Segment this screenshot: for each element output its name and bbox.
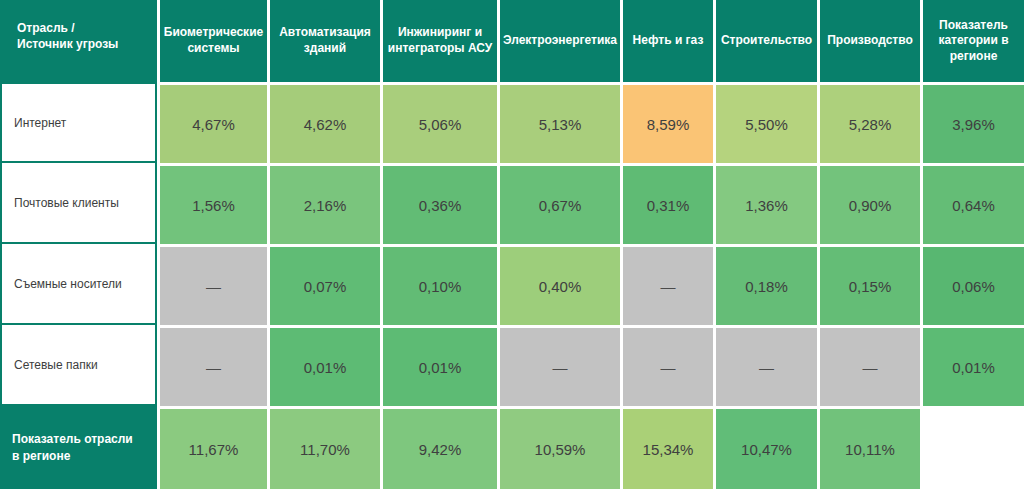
- column-header: Показатель категории в регионе: [923, 0, 1024, 82]
- value-cell: 0,07%: [270, 247, 380, 325]
- column-header: Электроэнергетика: [500, 0, 620, 82]
- value-cell: 0,15%: [820, 247, 920, 325]
- column-header: Строительство: [716, 0, 817, 82]
- row-header-column: Отрасль / Источник угрозы ИнтернетПочтов…: [0, 0, 157, 489]
- data-grid: Биометрические системыАвтоматизация здан…: [160, 0, 1024, 489]
- value-cell: 8,59%: [623, 85, 713, 163]
- no-data-cell: —: [160, 247, 267, 325]
- footer-value-cell: 10,11%: [820, 409, 920, 489]
- value-cell: 0,01%: [923, 328, 1024, 406]
- value-cell: 0,06%: [923, 247, 1024, 325]
- heatmap-table: Отрасль / Источник угрозы ИнтернетПочтов…: [0, 0, 1024, 489]
- value-cell: 0,31%: [623, 166, 713, 244]
- footer-value-cell: 10,47%: [716, 409, 817, 489]
- value-cell: 5,28%: [820, 85, 920, 163]
- value-cell: 0,01%: [383, 328, 497, 406]
- footer-row-label: Показатель отрасли в регионе: [0, 406, 157, 489]
- footer-value-cell: 10,59%: [500, 409, 620, 489]
- footer-value-cell: 11,70%: [270, 409, 380, 489]
- value-cell: 1,36%: [716, 166, 817, 244]
- row-label: Почтовые клиенты: [0, 161, 157, 244]
- footer-value-cell: 11,67%: [160, 409, 267, 489]
- column-header: Производство: [820, 0, 920, 82]
- footer-value-cell: 15,34%: [623, 409, 713, 489]
- column-header: Биометрические системы: [160, 0, 267, 82]
- value-cell: 0,64%: [923, 166, 1024, 244]
- no-data-cell: —: [623, 328, 713, 406]
- value-cell: 1,56%: [160, 166, 267, 244]
- value-cell: 4,67%: [160, 85, 267, 163]
- column-header: Инжиниринг и интеграторы АСУ: [383, 0, 497, 82]
- row-label: Сетевые папки: [0, 323, 157, 406]
- value-cell: 4,62%: [270, 85, 380, 163]
- corner-header: Отрасль / Источник угрозы: [0, 0, 157, 82]
- value-cell: 5,13%: [500, 85, 620, 163]
- value-cell: 3,96%: [923, 85, 1024, 163]
- empty-cell: [923, 409, 1024, 489]
- no-data-cell: —: [160, 328, 267, 406]
- footer-value-cell: 9,42%: [383, 409, 497, 489]
- column-header: Автоматизация зданий: [270, 0, 380, 82]
- no-data-cell: —: [820, 328, 920, 406]
- value-cell: 0,90%: [820, 166, 920, 244]
- row-label: Съемные носители: [0, 242, 157, 325]
- value-cell: 0,18%: [716, 247, 817, 325]
- value-cell: 5,50%: [716, 85, 817, 163]
- value-cell: 0,40%: [500, 247, 620, 325]
- value-cell: 5,06%: [383, 85, 497, 163]
- value-cell: 0,36%: [383, 166, 497, 244]
- column-header: Нефть и газ: [623, 0, 713, 82]
- no-data-cell: —: [500, 328, 620, 406]
- no-data-cell: —: [716, 328, 817, 406]
- value-cell: 0,01%: [270, 328, 380, 406]
- value-cell: 0,67%: [500, 166, 620, 244]
- value-cell: 0,10%: [383, 247, 497, 325]
- row-label: Интернет: [0, 82, 157, 163]
- no-data-cell: —: [623, 247, 713, 325]
- value-cell: 2,16%: [270, 166, 380, 244]
